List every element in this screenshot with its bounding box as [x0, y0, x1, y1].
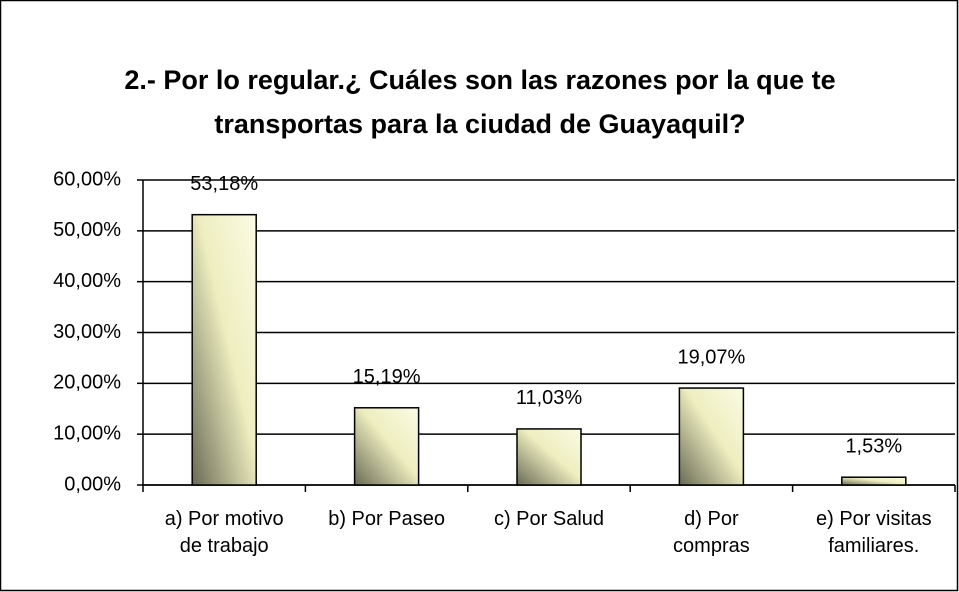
y-tick-label: 50,00% [53, 219, 121, 241]
x-tick-label: b) Por Paseo [328, 508, 445, 530]
x-tick-label: c) Por Salud [493, 508, 605, 530]
data-label: 15,19% [353, 366, 421, 388]
y-tick-label: 40,00% [53, 270, 121, 292]
chart-title: 2.- Por lo regular.¿ Cuáles son las razo… [124, 65, 836, 139]
y-tick-label: 0,00% [64, 473, 121, 495]
bar [353, 407, 420, 486]
data-label: 1,53% [845, 436, 902, 458]
data-label: 19,07% [677, 346, 745, 368]
x-tick-label: e) Por visitas familiares. [815, 508, 932, 557]
y-tick-label: 60,00% [53, 168, 121, 190]
x-tick-label: a) Por motivo de trabajo [164, 508, 284, 557]
bar [841, 476, 907, 486]
data-label: 11,03% [516, 387, 583, 409]
bar [678, 387, 745, 486]
bar [516, 428, 582, 486]
x-tick-label: d) Por compras [673, 508, 750, 557]
y-tick-label: 10,00% [53, 422, 121, 444]
y-tick-label: 20,00% [53, 372, 121, 394]
bar [191, 213, 257, 486]
data-label: 53,18% [190, 173, 258, 195]
y-tick-label: 30,00% [53, 321, 121, 343]
